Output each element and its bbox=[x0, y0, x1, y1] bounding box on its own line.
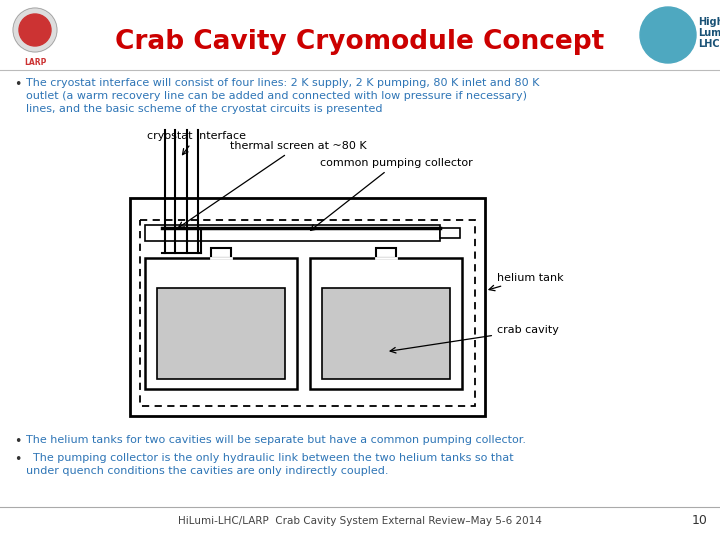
Text: The cryostat interface will consist of four lines: 2 K supply, 2 K pumping, 80 K: The cryostat interface will consist of f… bbox=[26, 78, 539, 88]
Text: High: High bbox=[698, 17, 720, 27]
Bar bbox=[130, 198, 485, 416]
Text: •: • bbox=[14, 435, 22, 448]
Bar bbox=[440, 228, 460, 238]
Circle shape bbox=[19, 14, 51, 46]
Bar bbox=[145, 258, 297, 389]
Text: outlet (a warm recovery line can be added and connected with low pressure if nec: outlet (a warm recovery line can be adde… bbox=[26, 91, 527, 101]
Text: Luminosity: Luminosity bbox=[698, 28, 720, 38]
Text: •: • bbox=[14, 453, 22, 466]
Text: lines, and the basic scheme of the cryostat circuits is presented: lines, and the basic scheme of the cryos… bbox=[26, 104, 382, 114]
Text: cryostat interface: cryostat interface bbox=[147, 131, 246, 154]
Bar bbox=[322, 288, 450, 379]
Bar bbox=[140, 220, 475, 406]
Bar bbox=[145, 225, 440, 241]
Text: HiLumi-LHC/LARP  Crab Cavity System External Review–May 5-6 2014: HiLumi-LHC/LARP Crab Cavity System Exter… bbox=[178, 516, 542, 526]
Text: LARP: LARP bbox=[24, 58, 46, 67]
Text: helium tank: helium tank bbox=[489, 273, 564, 291]
Text: under quench conditions the cavities are only indirectly coupled.: under quench conditions the cavities are… bbox=[26, 466, 389, 476]
Text: •: • bbox=[14, 78, 22, 91]
Bar bbox=[157, 288, 285, 379]
Bar bbox=[376, 248, 396, 258]
Text: thermal screen at ~80 K: thermal screen at ~80 K bbox=[179, 141, 366, 228]
Text: 10: 10 bbox=[692, 515, 708, 528]
Circle shape bbox=[640, 7, 696, 63]
Text: common pumping collector: common pumping collector bbox=[310, 158, 473, 231]
Bar bbox=[310, 258, 462, 389]
Circle shape bbox=[13, 8, 57, 52]
Text: crab cavity: crab cavity bbox=[390, 325, 559, 353]
Bar bbox=[211, 248, 231, 258]
Text: Crab Cavity Cryomodule Concept: Crab Cavity Cryomodule Concept bbox=[115, 29, 604, 55]
Text: LHC: LHC bbox=[698, 39, 719, 49]
Text: The helium tanks for two cavities will be separate but have a common pumping col: The helium tanks for two cavities will b… bbox=[26, 435, 526, 445]
Text: The pumping collector is the only hydraulic link between the two helium tanks so: The pumping collector is the only hydrau… bbox=[26, 453, 513, 463]
